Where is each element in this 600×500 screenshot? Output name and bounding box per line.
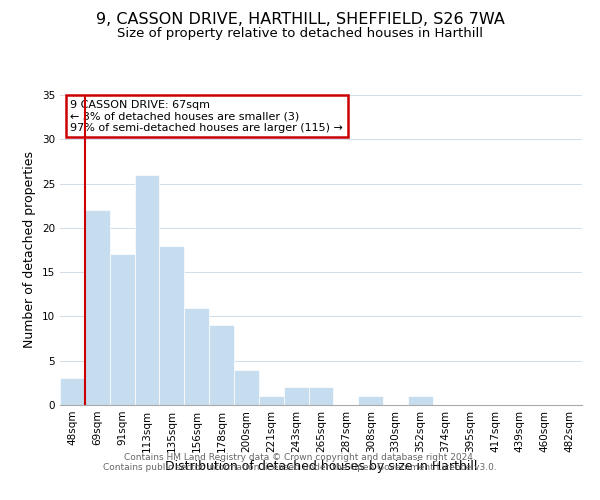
Bar [184,308,209,405]
Text: 9, CASSON DRIVE, HARTHILL, SHEFFIELD, S26 7WA: 9, CASSON DRIVE, HARTHILL, SHEFFIELD, S2… [95,12,505,28]
Bar [259,396,284,405]
Bar [209,326,234,405]
X-axis label: Distribution of detached houses by size in Harthill: Distribution of detached houses by size … [165,460,477,473]
Text: Contains HM Land Registry data © Crown copyright and database right 2024.: Contains HM Land Registry data © Crown c… [124,454,476,462]
Text: 9 CASSON DRIVE: 67sqm
← 3% of detached houses are smaller (3)
97% of semi-detach: 9 CASSON DRIVE: 67sqm ← 3% of detached h… [70,100,343,133]
Bar [308,388,334,405]
Bar [160,246,184,405]
Bar [358,396,383,405]
Y-axis label: Number of detached properties: Number of detached properties [23,152,37,348]
Bar [408,396,433,405]
Bar [110,254,134,405]
Text: Size of property relative to detached houses in Harthill: Size of property relative to detached ho… [117,28,483,40]
Bar [284,388,308,405]
Bar [85,210,110,405]
Bar [60,378,85,405]
Bar [134,174,160,405]
Bar [234,370,259,405]
Text: Contains public sector information licensed under the Open Government Licence v3: Contains public sector information licen… [103,464,497,472]
